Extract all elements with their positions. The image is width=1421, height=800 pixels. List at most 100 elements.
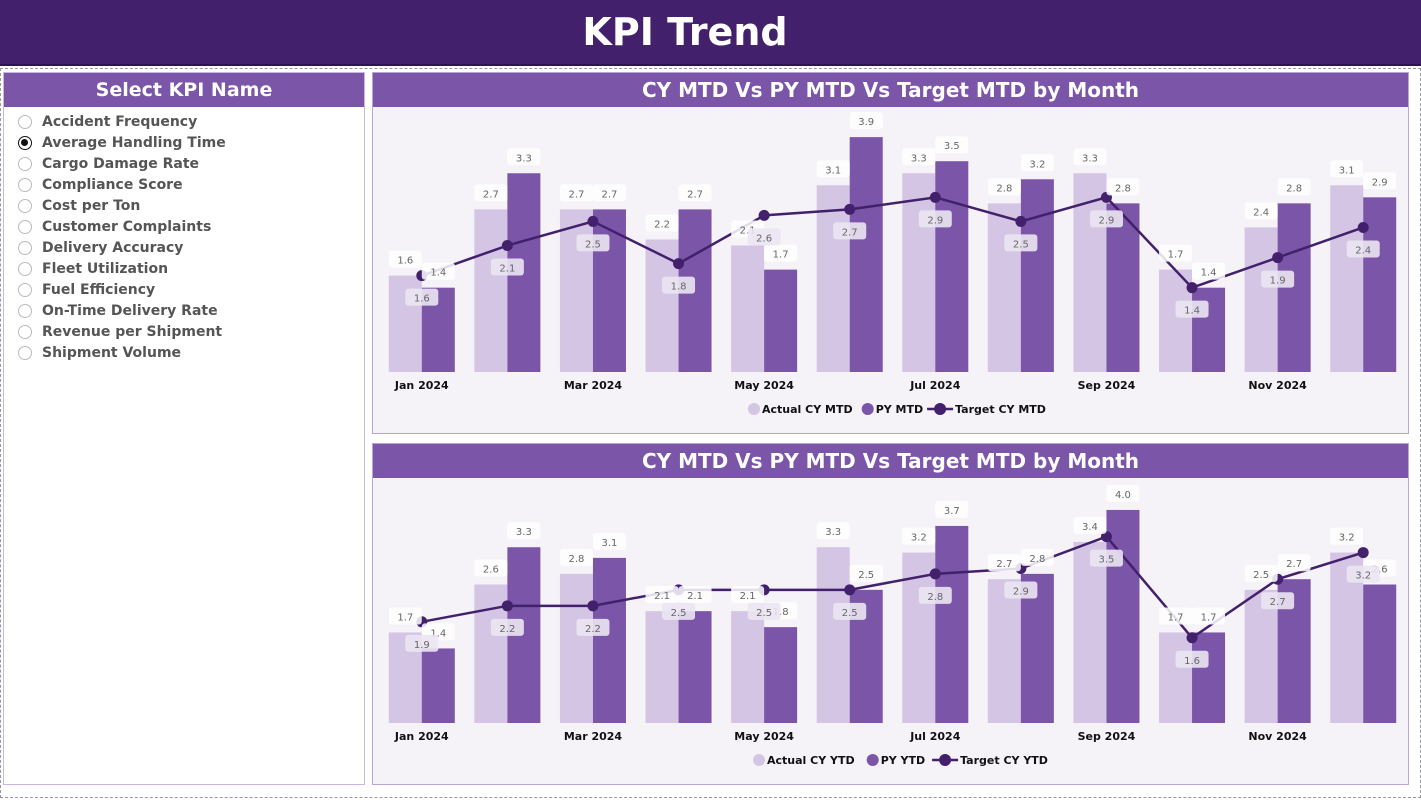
radio-button[interactable] xyxy=(18,114,32,129)
x-tick-label: Sep 2024 xyxy=(1078,730,1136,743)
slicer-option[interactable]: Average Handling Time xyxy=(4,132,364,153)
target-point xyxy=(1272,252,1284,264)
bar-py xyxy=(592,209,626,372)
data-label-bg xyxy=(747,228,781,246)
data-label-bg xyxy=(1346,565,1380,583)
slicer-option[interactable]: Fuel Efficiency xyxy=(4,279,364,300)
slicer-option[interactable]: Cost per Ton xyxy=(4,195,364,216)
legend-label: Target CY MTD xyxy=(955,403,1046,416)
bar-actual xyxy=(902,173,936,372)
data-label-bg xyxy=(1330,527,1364,545)
slicer-option-label: Revenue per Shipment xyxy=(42,323,223,340)
bar-py xyxy=(1106,509,1140,723)
radio-button[interactable] xyxy=(18,219,32,234)
data-label: 2.7 xyxy=(687,189,703,200)
radio-button[interactable] xyxy=(18,240,32,255)
data-label-bg xyxy=(1261,592,1295,610)
data-label: 1.7 xyxy=(1168,250,1184,261)
data-label-bg xyxy=(559,548,593,566)
data-label-bg xyxy=(474,559,508,577)
legend-marker xyxy=(861,403,874,415)
slicer-option[interactable]: Delivery Accuracy xyxy=(4,237,364,258)
data-label: 2.6 xyxy=(756,233,772,244)
data-label-bg xyxy=(731,586,765,604)
target-point xyxy=(929,568,941,580)
radio-button[interactable] xyxy=(18,177,32,192)
data-label: 3.5 xyxy=(944,141,960,152)
data-label-bg xyxy=(645,586,679,604)
data-label-bg xyxy=(1277,178,1311,196)
bar-py xyxy=(1106,203,1140,372)
data-label: 3.3 xyxy=(911,153,927,164)
data-label: 2.5 xyxy=(1253,570,1269,581)
x-tick-label: May 2024 xyxy=(734,379,794,392)
radio-button[interactable] xyxy=(18,324,32,339)
slicer-option-label: On-Time Delivery Rate xyxy=(42,302,218,319)
x-tick-label: Jan 2024 xyxy=(394,730,449,743)
data-label-bg xyxy=(1159,244,1193,262)
target-point xyxy=(1186,632,1198,644)
target-point xyxy=(929,191,941,203)
x-tick-label: Jan 2024 xyxy=(394,379,449,392)
data-label-bg xyxy=(918,586,952,604)
radio-button[interactable] xyxy=(18,135,32,150)
slicer-option[interactable]: Shipment Volume xyxy=(4,342,364,363)
x-tick-label: Sep 2024 xyxy=(1078,379,1136,392)
data-label: 2.5 xyxy=(1013,239,1029,250)
data-label: 2.5 xyxy=(671,608,687,619)
data-label-bg xyxy=(1244,202,1278,220)
target-point xyxy=(501,240,513,252)
data-label: 3.4 xyxy=(1082,522,1098,533)
bar-py xyxy=(1020,179,1054,372)
bar-actual xyxy=(559,209,593,372)
legend-marker xyxy=(753,754,765,766)
data-label: 3.1 xyxy=(825,165,841,176)
slicer-option[interactable]: Accident Frequency xyxy=(4,111,364,132)
bar-actual xyxy=(1159,269,1193,372)
data-label: 2.7 xyxy=(1286,559,1302,570)
data-label: 1.6 xyxy=(1184,656,1200,667)
radio-button[interactable] xyxy=(18,156,32,171)
data-label: 1.7 xyxy=(1201,612,1217,623)
data-label-bg xyxy=(1073,516,1107,534)
chart-title: CY MTD Vs PY MTD Vs Target MTD by Month xyxy=(373,73,1408,107)
data-label: 2.2 xyxy=(585,624,601,635)
data-label: 2.6 xyxy=(483,565,499,576)
target-line xyxy=(421,535,1364,640)
data-label: 3.3 xyxy=(516,153,532,164)
data-label: 1.4 xyxy=(1184,306,1200,317)
radio-button[interactable] xyxy=(18,198,32,213)
slicer-option[interactable]: Customer Complaints xyxy=(4,216,364,237)
data-label-bg xyxy=(816,522,850,540)
radio-button[interactable] xyxy=(18,303,32,318)
legend-label: Target CY YTD xyxy=(960,754,1048,767)
bar-actual xyxy=(645,239,679,372)
slicer-option[interactable]: Compliance Score xyxy=(4,174,364,195)
bar-actual xyxy=(1244,589,1278,723)
data-label-bg xyxy=(987,554,1021,572)
data-label-bg xyxy=(1004,581,1038,599)
bar-py xyxy=(1192,632,1226,723)
target-point xyxy=(844,584,856,596)
chart-mtd-svg: 1.6 1.4 1.6 Jan 2024 2.7 3.3 2.1 2.7 2.7 2.5 Mar 2… xyxy=(388,112,1397,416)
data-label-bg xyxy=(1192,262,1226,280)
data-label: 1.7 xyxy=(1168,612,1184,623)
bar-py xyxy=(1363,584,1397,723)
data-label-bg xyxy=(1261,270,1295,288)
bar-actual xyxy=(902,552,936,723)
slicer-option[interactable]: Cargo Damage Rate xyxy=(4,153,364,174)
data-label-bg xyxy=(1363,172,1397,190)
slicer-option[interactable]: Revenue per Shipment xyxy=(4,321,364,342)
data-label-bg xyxy=(1330,160,1364,178)
kpi-slicer: Select KPI Name Accident Frequency Averag… xyxy=(3,72,365,785)
radio-button[interactable] xyxy=(18,345,32,360)
bar-actual xyxy=(731,245,765,372)
data-label: 1.7 xyxy=(397,612,413,623)
data-label-bg xyxy=(678,586,712,604)
radio-button[interactable] xyxy=(18,261,32,276)
radio-button[interactable] xyxy=(18,282,32,297)
slicer-option[interactable]: Fleet Utilization xyxy=(4,258,364,279)
slicer-option[interactable]: On-Time Delivery Rate xyxy=(4,300,364,321)
slicer-option-label: Cargo Damage Rate xyxy=(42,155,200,172)
chart-ytd: CY MTD Vs PY MTD Vs Target MTD by Month … xyxy=(372,443,1409,785)
